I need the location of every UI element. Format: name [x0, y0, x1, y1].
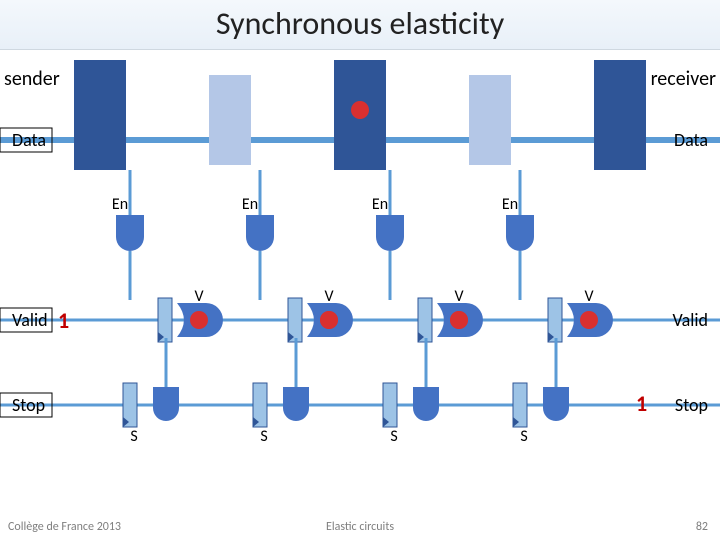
page-title: Synchronous elasticity [0, 4, 720, 43]
svg-text:receiver: receiver [651, 67, 716, 91]
svg-text:S: S [260, 427, 267, 446]
svg-text:Stop: Stop [675, 394, 708, 416]
svg-text:V: V [194, 287, 204, 306]
svg-text:Valid: Valid [672, 309, 708, 331]
svg-text:V: V [454, 287, 464, 306]
svg-text:Valid: Valid [12, 309, 48, 331]
svg-text:1: 1 [636, 390, 647, 417]
svg-text:Data: Data [674, 129, 708, 151]
svg-text:En: En [372, 195, 388, 214]
footer-center: Elastic circuits [0, 520, 720, 534]
svg-text:V: V [324, 287, 334, 306]
svg-text:Stop: Stop [12, 394, 45, 416]
svg-text:Data: Data [12, 129, 46, 151]
circuit-diagram: sender receiver Data Data Valid Valid Stop Stop… [0, 60, 720, 500]
svg-text:En: En [112, 195, 128, 214]
svg-text:En: En [502, 195, 518, 214]
svg-text:1: 1 [58, 307, 69, 334]
footer-right: 82 [696, 520, 708, 534]
svg-text:En: En [242, 195, 258, 214]
svg-text:V: V [584, 287, 594, 306]
svg-text:S: S [520, 427, 527, 446]
svg-text:S: S [390, 427, 397, 446]
svg-text:sender: sender [4, 67, 60, 91]
svg-text:S: S [130, 427, 137, 446]
